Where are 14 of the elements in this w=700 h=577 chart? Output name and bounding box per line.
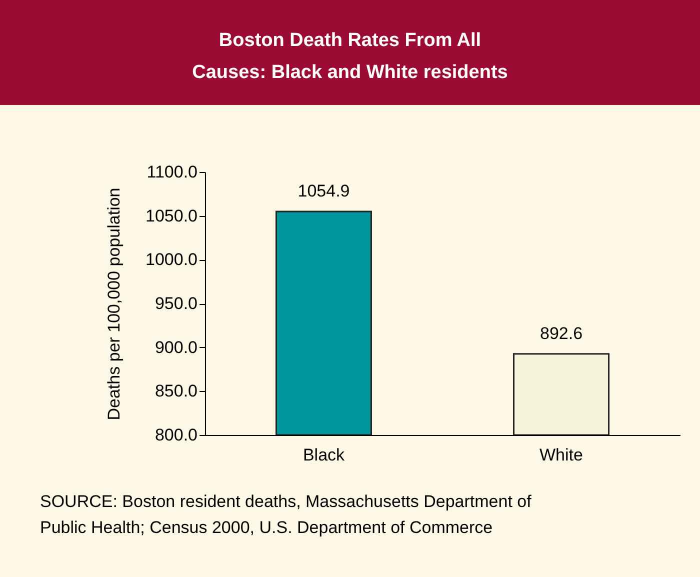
y-tick-label: 900.0 (154, 338, 198, 357)
y-tick-label: 1100.0 (146, 162, 198, 182)
y-axis-title: Deaths per 100,000 population (104, 188, 124, 420)
source-note: SOURCE: Boston resident deaths, Massachusetts Department of Public Health; Census 2000, U.S. Department of Commerce (40, 492, 532, 537)
chart-title: Boston Death Rates From All Causes: Black and White residents (192, 30, 508, 83)
y-tick-label: 800.0 (154, 426, 198, 444)
data-label: 1054.9 (298, 182, 350, 201)
y-tick-label: 1050.0 (146, 206, 198, 226)
x-tick-label: White (540, 446, 583, 464)
y-tick-label: 1000.0 (146, 250, 198, 270)
x-tick-label: Black (302, 446, 346, 464)
y-tick-label: 850.0 (154, 382, 198, 401)
data-label: 892.6 (540, 324, 583, 343)
y-tick-label: 950.0 (154, 294, 198, 313)
